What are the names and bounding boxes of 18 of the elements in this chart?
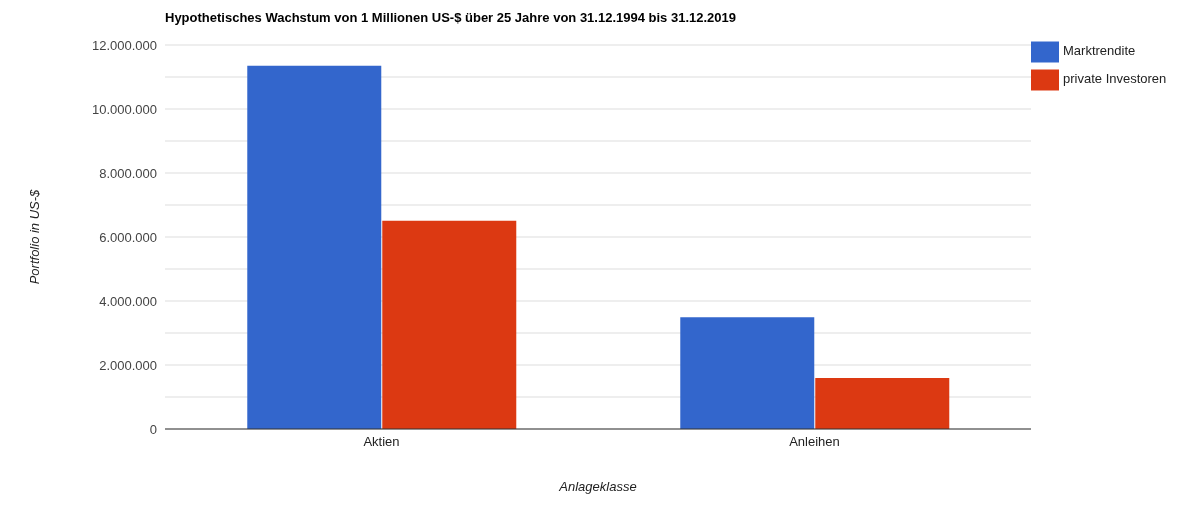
legend-label: private Investoren <box>1063 71 1167 87</box>
y-tick-label: 0 <box>149 421 157 437</box>
y-tick-label: 4.000.000 <box>99 293 157 309</box>
y-tick-label: 12.000.000 <box>91 37 157 53</box>
x-axis-title: Anlageklasse <box>558 479 637 494</box>
y-tick-label: 10.000.000 <box>91 101 157 117</box>
chart-title: Hypothetisches Wachstum von 1 Millionen US-$ über 25 Jahre von 31.12.1994 bis 31.12.2019 <box>165 10 737 25</box>
y-tick-label: 2.000.000 <box>99 357 157 373</box>
y-axis-title: Portfolio in US-$ <box>26 188 42 285</box>
bar <box>382 220 517 429</box>
bar <box>247 65 382 429</box>
x-tick-label: Anleihen <box>789 434 840 450</box>
legend-label: Marktrendite <box>1063 43 1136 59</box>
bar <box>680 317 815 429</box>
x-tick-label: Aktien <box>363 434 400 450</box>
y-tick-label: 6.000.000 <box>99 229 157 245</box>
bar <box>815 378 950 429</box>
y-tick-label: 8.000.000 <box>99 165 157 181</box>
